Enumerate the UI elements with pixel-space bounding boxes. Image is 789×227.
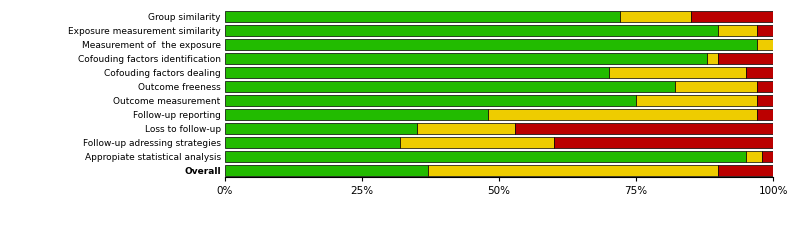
Bar (417, 123, 515, 133)
Bar (554, 137, 773, 148)
Bar (428, 165, 718, 175)
Bar (718, 165, 773, 175)
Bar (757, 95, 773, 106)
Bar (757, 25, 773, 36)
Bar (691, 11, 773, 22)
Bar (400, 137, 554, 148)
Bar (225, 109, 488, 120)
Bar (225, 123, 417, 133)
Bar (225, 151, 746, 162)
Bar (636, 95, 757, 106)
Bar (225, 11, 619, 22)
Bar (225, 53, 708, 64)
Bar (708, 53, 718, 64)
Bar (619, 11, 691, 22)
Bar (608, 67, 746, 78)
Bar (746, 67, 773, 78)
Bar (718, 25, 757, 36)
Bar (225, 137, 400, 148)
Bar (757, 81, 773, 91)
Bar (746, 151, 762, 162)
Bar (225, 95, 636, 106)
Bar (225, 165, 428, 175)
Bar (225, 25, 718, 36)
Bar (757, 109, 773, 120)
Bar (762, 151, 773, 162)
Bar (225, 81, 675, 91)
Bar (675, 81, 757, 91)
Bar (488, 109, 757, 120)
Bar (225, 67, 608, 78)
Bar (225, 39, 757, 49)
Bar (757, 39, 773, 49)
Bar (718, 53, 773, 64)
Bar (515, 123, 773, 133)
